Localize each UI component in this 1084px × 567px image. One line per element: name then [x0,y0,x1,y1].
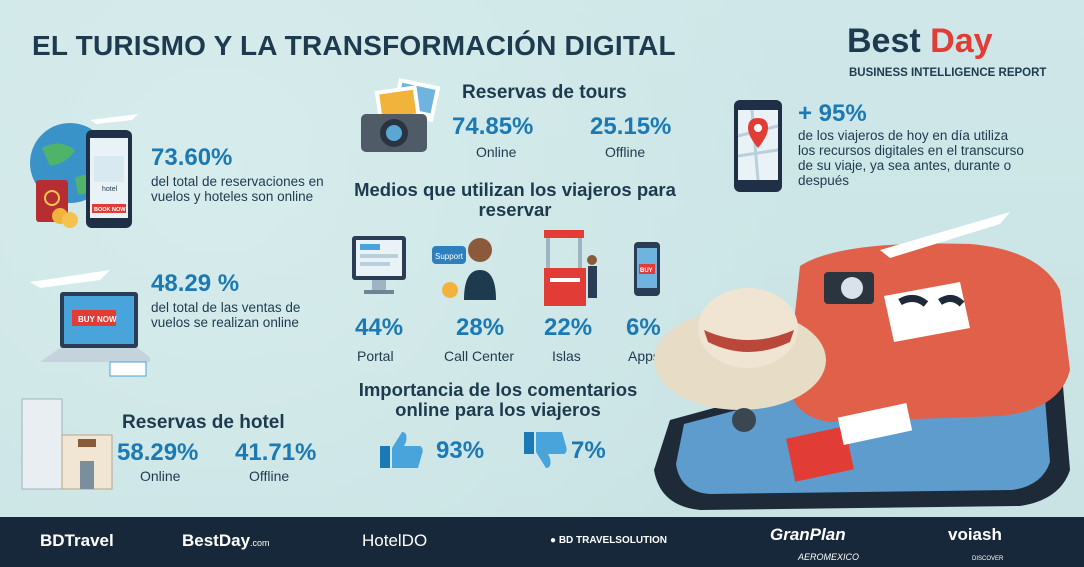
voiash-logo: voiash DISCOVER [948,525,1004,562]
flight-sales-text: del total de las ventas de vuelos se rea… [151,300,301,330]
building-icon [21,398,63,490]
svg-text:BOOK NOW: BOOK NOW [94,207,126,213]
bdtravel-logo: BDTravel [40,531,114,550]
channel-call-center-label: Call Center [444,348,515,364]
tours-offline-label: Offline [605,144,646,160]
channel-islas-label: Islas [552,348,581,364]
location-pin-icon [748,118,768,148]
channel-call-center-value: 28% [456,314,505,341]
svg-text:BUY NOW: BUY NOW [78,315,117,324]
hotel-offline-label: Offline [249,468,290,484]
channel-portal-value: 44% [355,314,404,341]
svg-text:hotel: hotel [102,186,118,193]
portal-monitor-icon [352,236,406,294]
tours-online-value: 74.85% [452,113,534,140]
bestday-footer-logo: BestDay.com [182,531,270,550]
hotel-building-illustration [21,398,113,490]
channel-apps-label: Apps [628,348,660,364]
reviews-positive-value: 93% [436,437,485,464]
passport-icon [786,426,854,482]
apps-phone-icon: BUY [634,242,660,296]
booking-channels-title: Medios que utilizan los viajeros para re… [354,179,676,220]
footer-logo-bar: BDTravel BestDay.com HotelDO ● BD TRAVEL… [0,517,1084,567]
channel-apps-value: 6% [626,314,661,341]
digital-usage-text: de los viajeros de hoy en día utiliza lo… [798,128,1024,188]
hotel-online-value: 58.29% [117,439,199,466]
svg-text:BUY: BUY [640,268,653,274]
compass-icon [732,408,756,432]
airplane-icon [880,212,1010,258]
airplane-icon [90,114,138,124]
kiosk-island-icon [544,230,597,306]
page-title: EL TURISMO Y LA TRANSFORMACIÓN DIGITAL [32,30,676,61]
digital-usage-stat: + 95% [798,100,867,127]
sunglasses-icon [898,295,965,307]
granplan-logo: GranPlan AEROMEXICO [770,525,860,562]
tours-bookings-title: Reservas de tours [462,82,627,103]
flight-sales-stat: 48.29 % [151,270,240,297]
thumbs-down-icon [524,432,567,468]
call-center-icon: Support [432,238,496,300]
thumbs-up-icon [380,432,423,468]
laptop-illustration: BUY NOW [30,270,150,377]
hotel-online-label: Online [140,468,181,484]
ticket-icon [837,403,913,445]
brand-part1: Best [847,22,921,60]
hotel-bookings-title: Reservas de hotel [122,412,285,433]
channel-portal-label: Portal [357,348,394,364]
camera-photos-illustration [361,78,441,152]
map-phone-illustration [734,100,782,192]
bd-travel-solution-logo: ● BD TRAVELSOLUTION [550,535,667,546]
brand-part2: Day [930,22,993,60]
tours-offline-value: 25.15% [590,113,672,140]
hotel-offline-value: 41.71% [235,439,317,466]
globe-phone-illustration: hotel BOOK NOW [30,114,138,228]
online-bookings-stat: 73.60% [151,144,233,171]
reviews-negative-value: 7% [571,437,606,464]
hoteldo-logo: HotelDO [362,531,428,550]
tours-online-label: Online [476,144,517,160]
airplane-icon [30,270,110,288]
svg-text:Support: Support [435,252,464,261]
channel-islas-value: 22% [544,314,593,341]
bestday-logo: Best Day [847,22,993,61]
brand-subtitle: BUSINESS INTELLIGENCE REPORT [849,67,1047,79]
travel-phone-illustration [654,212,1070,510]
reviews-importance-title: Importancia de los comentarios online pa… [358,379,638,420]
online-bookings-text: del total de reservaciones en vuelos y h… [151,174,324,204]
